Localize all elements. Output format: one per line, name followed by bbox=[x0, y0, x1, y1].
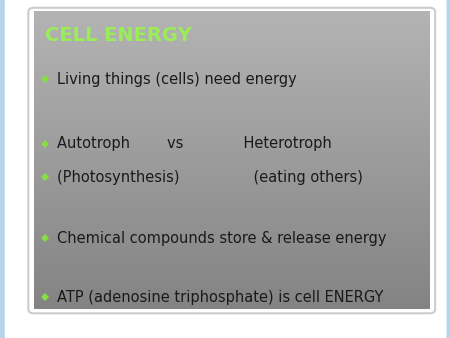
Text: Chemical compounds store & release energy: Chemical compounds store & release energ… bbox=[57, 231, 387, 246]
FancyBboxPatch shape bbox=[6, 0, 446, 338]
Text: Living things (cells) need energy: Living things (cells) need energy bbox=[57, 72, 297, 87]
Text: (Photosynthesis)                (eating others): (Photosynthesis) (eating others) bbox=[57, 170, 363, 185]
Text: ATP (adenosine triphosphate) is cell ENERGY: ATP (adenosine triphosphate) is cell ENE… bbox=[57, 290, 383, 305]
Text: Autotroph        vs             Heterotroph: Autotroph vs Heterotroph bbox=[57, 136, 332, 151]
Text: CELL ENERGY: CELL ENERGY bbox=[45, 26, 192, 45]
